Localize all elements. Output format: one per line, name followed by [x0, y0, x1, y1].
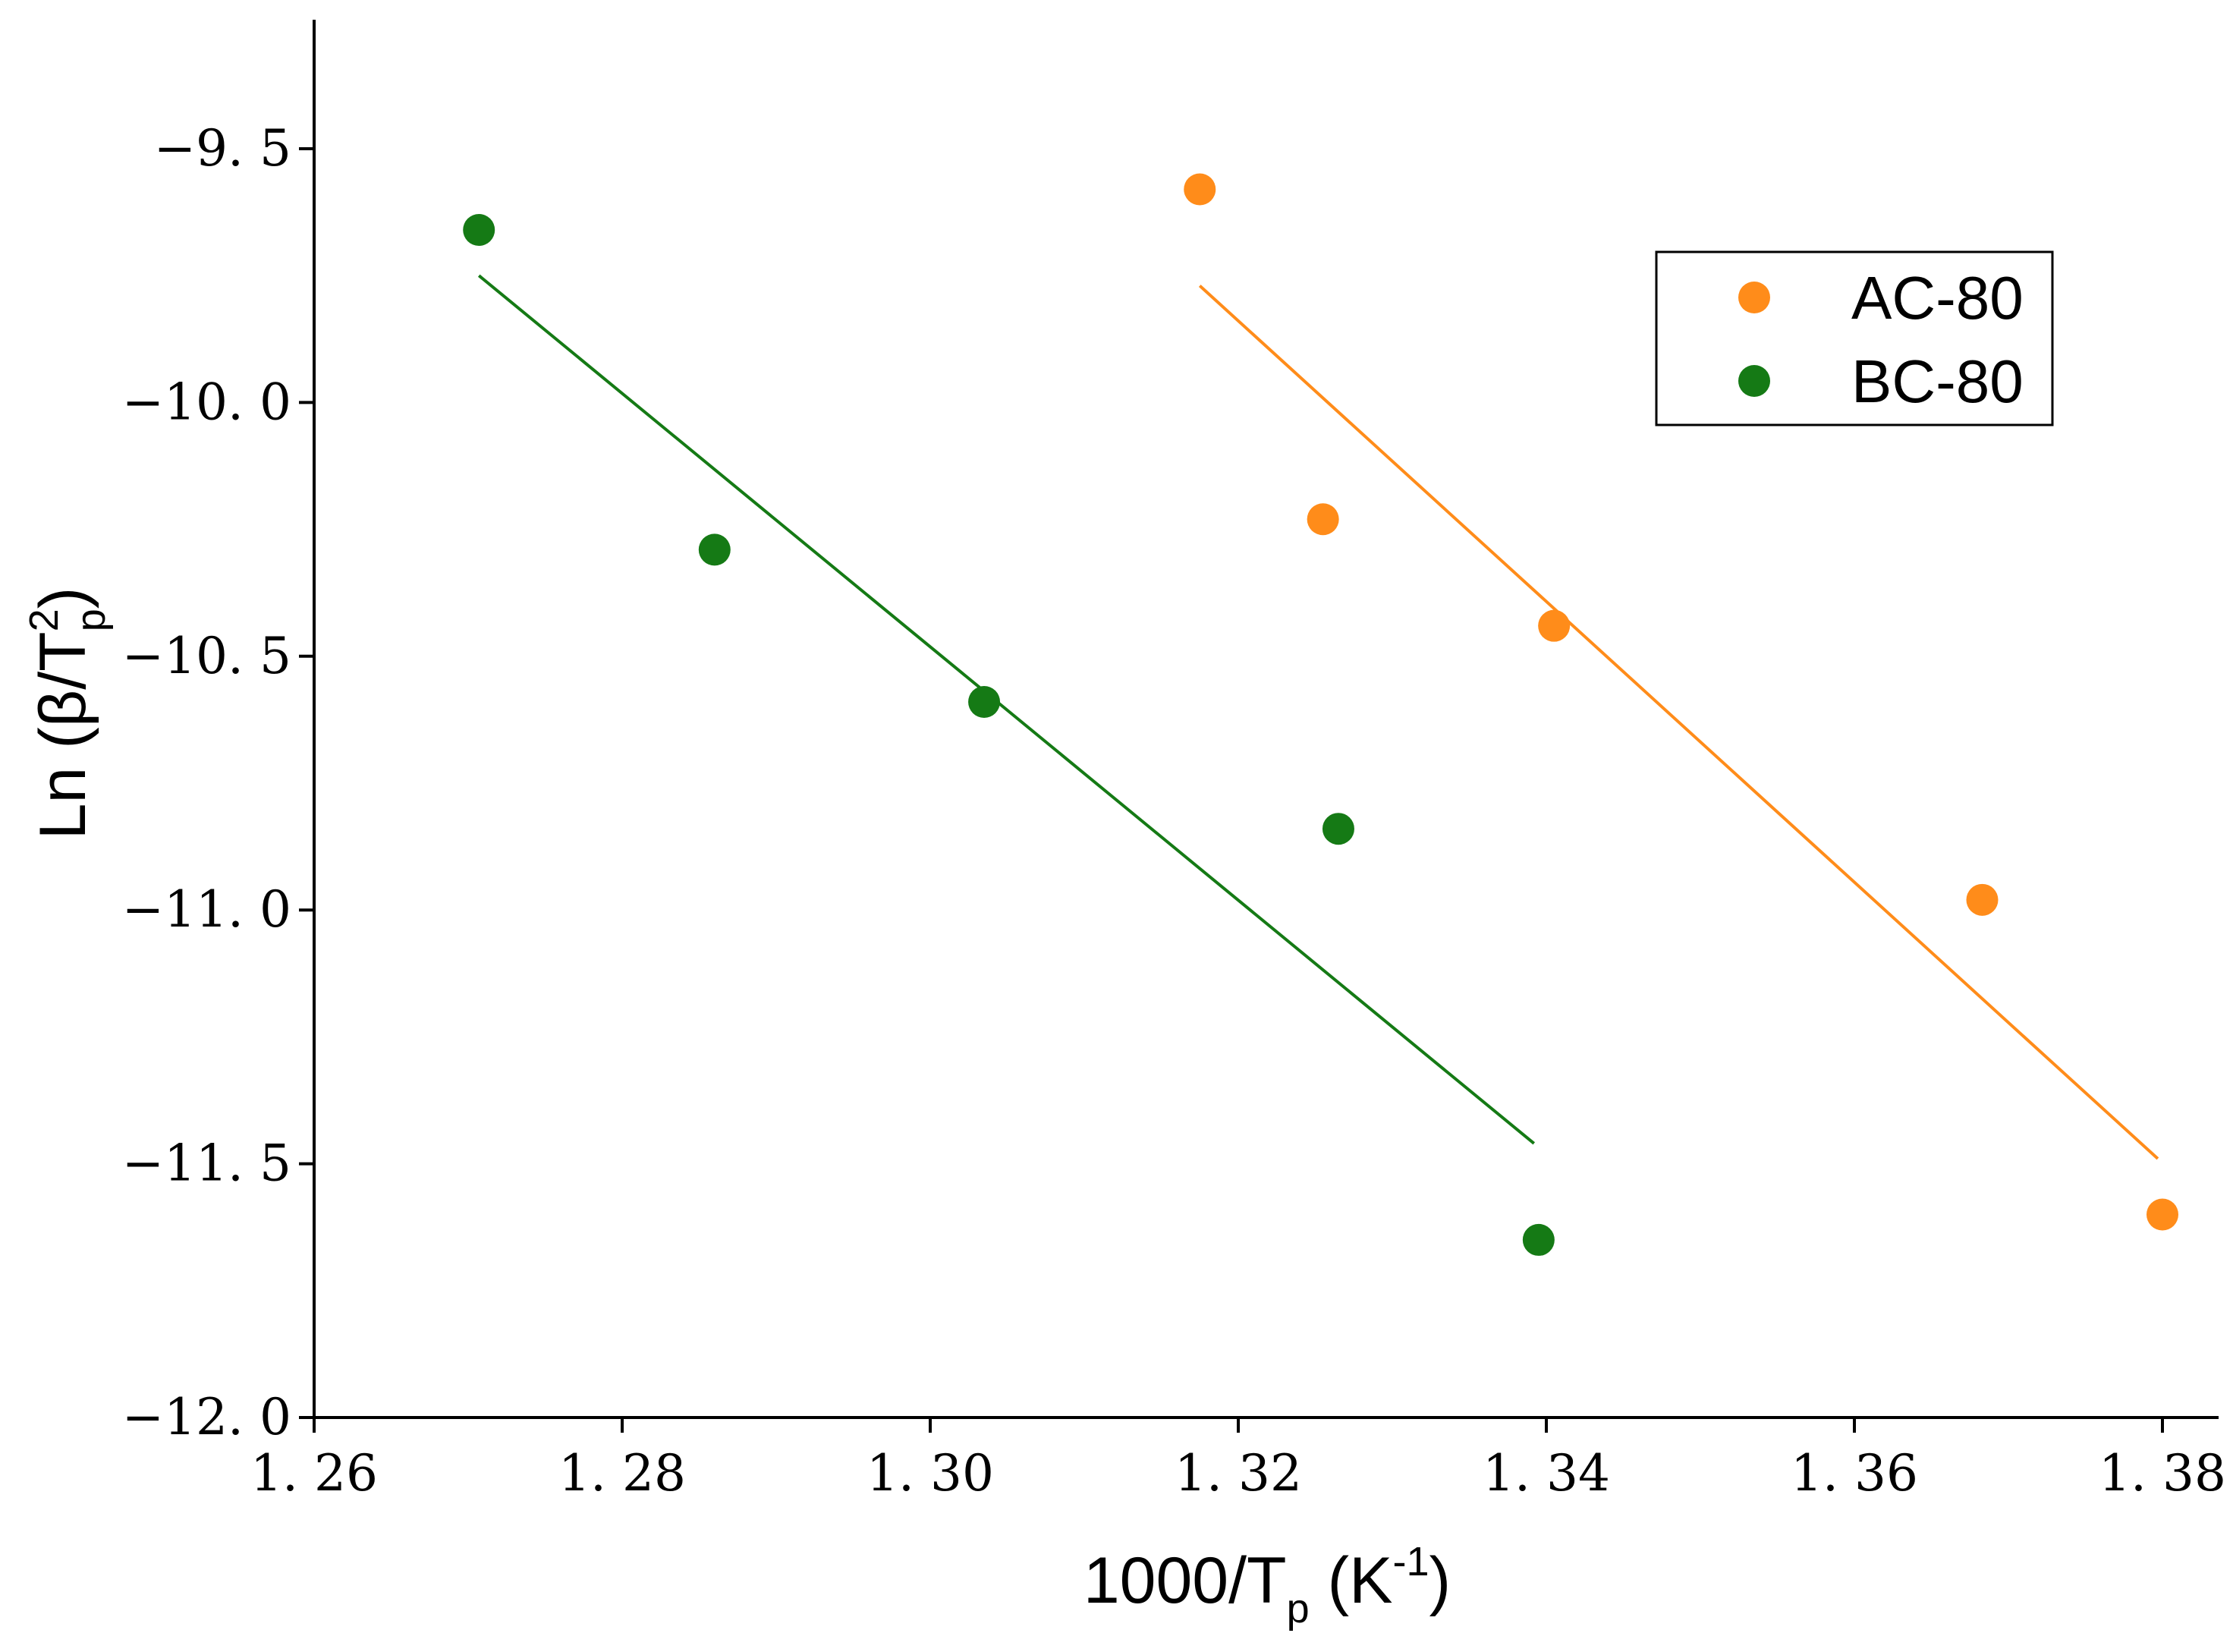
x-tick-label: 1. 26	[250, 1444, 378, 1503]
y-ticks: −12. 0 −11. 5 −11. 0 −10. 5 −10. 0 −9. 5	[122, 119, 314, 1446]
x-axis-title: 1000/Tp (K-1)	[1083, 1539, 1451, 1632]
x-tick-label: 1. 28	[558, 1444, 686, 1503]
data-point-bc-80	[698, 533, 731, 566]
x-tick-label: 1. 30	[866, 1444, 994, 1503]
x-ticks: 1. 26 1. 28 1. 30 1. 32 1. 34 1. 36 1. 38	[250, 1418, 2226, 1503]
y-tick-label: −11. 0	[122, 880, 291, 939]
fit-line-bc-80	[477, 274, 1536, 1145]
legend-label-bc-80: BC-80	[1851, 348, 2024, 415]
legend: AC-80 BC-80	[1655, 250, 2054, 426]
x-tick-label: 1. 38	[2099, 1444, 2226, 1503]
x-tick-label: 1. 36	[1791, 1444, 1918, 1503]
x-tick-label: 1. 34	[1483, 1444, 1610, 1503]
y-tick-label: −12. 0	[122, 1388, 291, 1446]
legend-label-ac-80: AC-80	[1851, 264, 2024, 332]
legend-box	[1655, 250, 2054, 426]
data-point-ac-80	[1538, 609, 1571, 642]
y-tick-label: −11. 5	[122, 1134, 291, 1193]
y-tick-label: −9. 5	[154, 119, 291, 178]
data-points	[463, 173, 2178, 1256]
data-point-ac-80	[1184, 173, 1216, 206]
data-point-bc-80	[968, 685, 1001, 718]
y-tick-label: −10. 5	[122, 627, 291, 685]
legend-marker-bc-80	[1738, 365, 1770, 397]
fit-lines	[477, 274, 2159, 1160]
axes	[313, 20, 2219, 1419]
data-point-ac-80	[1966, 883, 1999, 916]
data-point-bc-80	[463, 214, 495, 247]
x-tick-label: 1. 32	[1175, 1444, 1302, 1503]
data-point-ac-80	[2147, 1198, 2178, 1231]
legend-marker-ac-80	[1738, 282, 1770, 313]
data-point-bc-80	[1322, 813, 1354, 845]
y-axis-title: Ln (β/T2p)	[21, 587, 114, 840]
y-tick-label: −10. 0	[122, 373, 291, 431]
fit-line-ac-80	[1198, 285, 2159, 1160]
data-point-bc-80	[1522, 1223, 1555, 1256]
data-point-ac-80	[1307, 503, 1339, 536]
